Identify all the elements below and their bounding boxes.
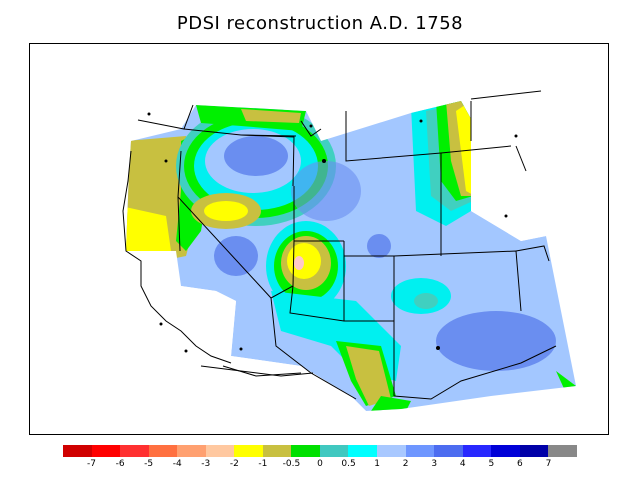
legend-swatch — [377, 445, 406, 457]
legend-swatch — [291, 445, 320, 457]
legend-tick-label: -0.5 — [282, 459, 301, 469]
legend-swatch — [548, 445, 577, 457]
legend-swatch — [120, 445, 149, 457]
legend-swatch — [148, 445, 178, 457]
legend-tick-label: -6 — [115, 459, 125, 469]
legend-tick-label: -1 — [258, 459, 268, 469]
color-legend-bar — [63, 445, 577, 457]
legend-swatch — [177, 445, 206, 457]
legend-tick-label: -7 — [87, 459, 97, 469]
map-title: PDSI reconstruction A.D. 1758 — [176, 13, 464, 34]
pdsi-map — [122, 90, 576, 411]
legend-swatch — [462, 445, 492, 457]
legend-swatch — [319, 445, 349, 457]
legend-tick-label: 0 — [317, 459, 323, 469]
legend-swatch — [205, 445, 235, 457]
legend-swatch — [405, 445, 435, 457]
legend-swatch — [63, 445, 92, 457]
legend-tick-label: 0.5 — [341, 459, 356, 469]
legend-tick-label: 1 — [374, 459, 380, 469]
color-legend-labels: -7 -6 -5 -4 -3 -2 -1 -0.5 0 0.5 1 2 3 4 5 6 7 — [63, 459, 577, 473]
legend-swatch — [519, 445, 549, 457]
legend-tick-label: 3 — [431, 459, 438, 469]
legend-tick-label: 7 — [545, 459, 552, 469]
legend-swatch — [491, 445, 520, 457]
legend-tick-label: -3 — [201, 459, 211, 469]
legend-tick-label: -5 — [144, 459, 154, 469]
legend-tick-label: 5 — [488, 459, 495, 469]
legend-swatch — [234, 445, 263, 457]
legend-tick-label: 2 — [402, 459, 409, 469]
legend-swatch — [348, 445, 378, 457]
state-boundaries — [122, 90, 557, 400]
legend-swatch — [434, 445, 463, 457]
legend-tick-label: 4 — [459, 459, 466, 469]
legend-tick-label: 6 — [517, 459, 523, 469]
legend-swatch — [262, 445, 292, 457]
legend-tick-label: -4 — [172, 459, 182, 469]
map-frame — [29, 43, 609, 435]
lake-markers — [147, 112, 518, 353]
legend-swatch — [91, 445, 121, 457]
legend-tick-label: -2 — [229, 459, 239, 469]
